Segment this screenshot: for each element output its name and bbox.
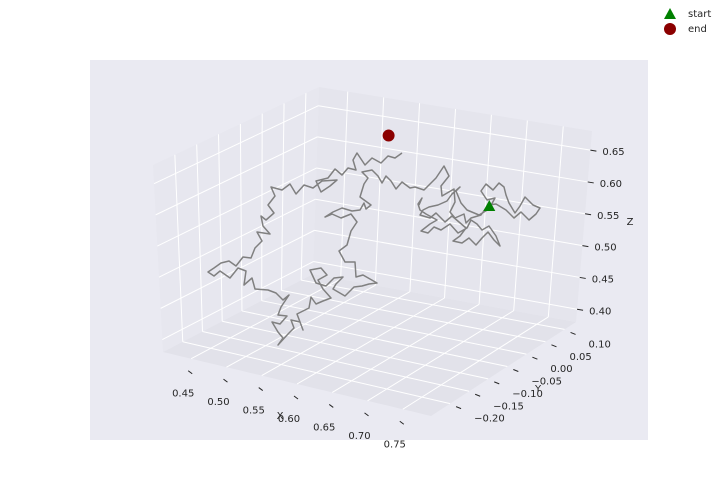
marker-start: [483, 200, 496, 211]
grid-y-floor: [202, 330, 470, 392]
axes-panes: [153, 87, 592, 416]
grid-y-floor: [222, 320, 489, 380]
tick-y: 0.05: [569, 352, 591, 363]
grid-y-floor: [241, 310, 508, 368]
tick-y: 0.10: [589, 339, 611, 350]
pane-floor: [163, 274, 576, 416]
grid-z-side: [153, 105, 319, 185]
tick-mark-y: [494, 381, 500, 385]
legend-end-icon: [664, 23, 676, 35]
tick-y: −0.05: [531, 377, 562, 388]
grid-x-floor: [332, 303, 480, 393]
grid-z-side: [157, 167, 317, 247]
grid-x-floor: [367, 310, 514, 402]
legend: start end: [664, 8, 711, 35]
tick-mark-x: [328, 404, 334, 408]
grid-y-side: [174, 154, 184, 342]
grid-x-floor: [190, 278, 341, 360]
tick-mark-z: [582, 245, 589, 248]
grid-y-floor: [301, 279, 565, 330]
tick-x: 0.60: [278, 414, 300, 425]
z-axis-label: Z: [627, 217, 634, 228]
grid-y-side: [218, 134, 223, 322]
tick-x: 0.65: [313, 422, 335, 433]
tick-mark-z: [579, 276, 586, 279]
tick-mark-x: [223, 378, 228, 383]
grid-x-back: [513, 120, 528, 311]
tick-z: 0.45: [592, 274, 614, 285]
tick-y: −0.20: [474, 414, 505, 425]
marker-end: [382, 129, 395, 142]
grid-y-floor: [182, 341, 451, 405]
tick-mark-z: [590, 149, 597, 152]
grid-z-back: [313, 261, 578, 310]
grid-z-back: [317, 136, 588, 183]
tick-mark-z: [576, 308, 584, 311]
legend-start-icon: [664, 8, 676, 19]
grid-y-side: [261, 113, 263, 301]
markers: [382, 129, 496, 211]
legend-start-label: start: [688, 9, 711, 20]
grid-x-floor: [261, 291, 411, 377]
tick-z: 0.50: [594, 243, 616, 254]
tick-y: −0.10: [512, 389, 543, 400]
grid-z-back: [315, 198, 583, 247]
tick-mark-x: [293, 395, 299, 400]
tick-mark-y: [551, 344, 557, 348]
grid-x-floor: [402, 316, 549, 410]
tick-mark-y: [513, 369, 519, 372]
grid-z-side: [162, 261, 314, 340]
legend-end-label: end: [688, 24, 707, 35]
tick-x: 0.45: [172, 389, 194, 400]
tick-mark-x: [187, 370, 193, 375]
grid-z-back: [318, 105, 591, 151]
grid-z-side: [158, 198, 316, 278]
grid-z-back: [314, 229, 580, 278]
tick-mark-x: [258, 387, 264, 391]
tick-x: 0.50: [207, 397, 229, 408]
grid-x-back: [374, 97, 385, 286]
grid-z-side: [155, 136, 318, 216]
tick-mark-z: [587, 181, 594, 184]
grid-x-back: [547, 126, 564, 317]
pane-back: [313, 87, 592, 322]
tick-mark-x: [399, 420, 405, 425]
y-axis-label: Y: [534, 384, 542, 395]
tick-z: 0.55: [597, 211, 619, 222]
grid-y-floor: [281, 289, 546, 343]
tick-y: 0.00: [550, 364, 572, 375]
x-axis-label: X: [277, 411, 284, 422]
tick-mark-y: [532, 356, 538, 360]
grid-x-back: [444, 108, 456, 299]
series-walk: [207, 152, 541, 346]
walk-line: [207, 152, 541, 346]
grid-x-back: [409, 103, 421, 292]
axis-labels: X Y Z: [277, 217, 634, 422]
grid-y-side: [280, 103, 285, 291]
tick-z: 0.40: [589, 306, 611, 317]
grid-x-floor: [296, 297, 445, 385]
tick-z: 0.60: [600, 179, 622, 190]
tick-mark-y: [455, 406, 462, 410]
tick-x: 0.75: [384, 439, 406, 450]
tick-mark-y: [474, 393, 481, 397]
tick-x: 0.55: [243, 406, 265, 417]
tick-x: 0.70: [348, 431, 370, 442]
tick-mark-z: [584, 213, 592, 216]
tick-y: −0.15: [493, 401, 524, 412]
tick-mark-x: [364, 412, 369, 417]
tick-mark-y: [570, 331, 576, 335]
grid-lines: [153, 91, 591, 410]
pane-side: [153, 87, 319, 352]
tick-z: 0.65: [602, 147, 624, 158]
grid-y-side: [196, 144, 203, 332]
tick-labels: 0.450.500.550.600.650.700.75−0.20−0.15−0…: [172, 147, 625, 450]
grid-x-back: [340, 91, 349, 280]
grid-y-side: [239, 123, 243, 311]
